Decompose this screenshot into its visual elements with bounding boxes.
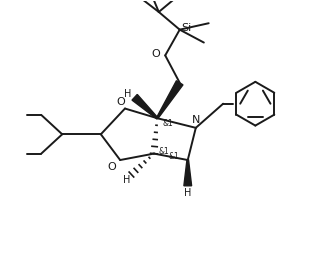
Polygon shape <box>156 81 183 119</box>
Polygon shape <box>132 94 158 119</box>
Text: N: N <box>191 115 200 125</box>
Text: &1: &1 <box>159 147 170 156</box>
Text: H: H <box>184 188 191 198</box>
Text: H: H <box>124 89 131 99</box>
Text: O: O <box>152 49 161 59</box>
Text: Si: Si <box>182 23 192 33</box>
Text: O: O <box>117 97 125 107</box>
Text: H: H <box>123 175 130 185</box>
Polygon shape <box>184 160 191 186</box>
Text: &1: &1 <box>162 119 173 128</box>
Text: O: O <box>108 162 117 172</box>
Text: &1: &1 <box>169 152 179 161</box>
